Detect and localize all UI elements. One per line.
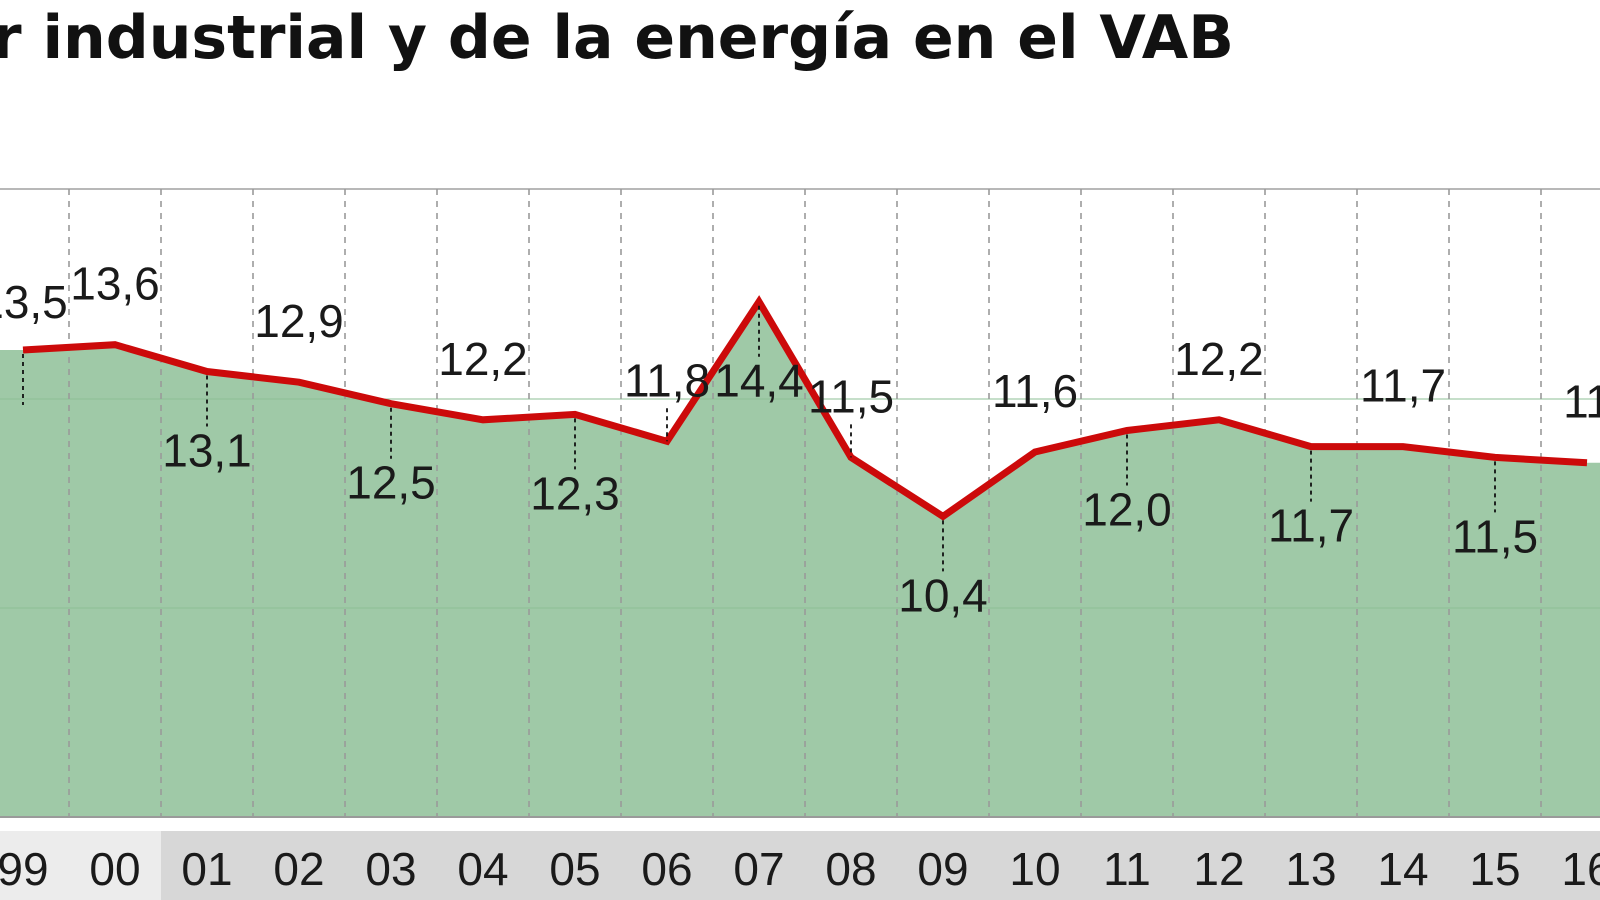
data-label: 11,7 (1268, 500, 1354, 552)
data-label: 12,3 (530, 467, 620, 519)
x-tick-label: 14 (1377, 843, 1428, 895)
data-label: 13,6 (70, 258, 160, 310)
data-label: 10,4 (898, 569, 988, 621)
x-tick-label: 13 (1285, 843, 1336, 895)
data-label: 12,2 (438, 333, 528, 385)
data-label: 13,1 (162, 425, 252, 477)
data-label: 12,5 (346, 457, 436, 509)
x-tick-label: 99 (0, 843, 49, 895)
axis-band-light (0, 831, 161, 900)
x-tick-label: 05 (549, 843, 600, 895)
data-label: 12,2 (1174, 333, 1264, 385)
data-label: 11,8 (624, 354, 710, 406)
data-label: 12,0 (1082, 484, 1172, 536)
x-tick-label: 07 (733, 843, 784, 895)
axis-band (161, 831, 1600, 900)
data-label: 13,5 (0, 276, 68, 328)
x-tick-label: 00 (89, 843, 140, 895)
x-tick-label: 01 (181, 843, 232, 895)
x-tick-label: 15 (1469, 843, 1520, 895)
x-tick-label: 10 (1009, 843, 1060, 895)
area-fill (0, 301, 1600, 817)
x-tick-label: 03 (365, 843, 416, 895)
data-label: 11,5 (808, 370, 894, 422)
x-tick-label: 16 (1561, 843, 1600, 895)
x-tick-label: 06 (641, 843, 692, 895)
x-tick-label: 11 (1103, 843, 1151, 895)
x-tick-label: 12 (1193, 843, 1244, 895)
x-tick-label: 09 (917, 843, 968, 895)
data-label: 11,5 (1452, 510, 1538, 562)
x-tick-label: 02 (273, 843, 324, 895)
data-label: 12,9 (254, 295, 344, 347)
data-label: 11,7 (1360, 360, 1446, 412)
chart-title: r industrial y de la energía en el VAB (0, 3, 1234, 73)
data-label: 11 (1563, 376, 1600, 428)
x-tick-label: 08 (825, 843, 876, 895)
data-label: 14,4 (714, 355, 804, 407)
x-tick-label: 04 (457, 843, 508, 895)
series-line (22, 295, 1588, 521)
data-label: 11,6 (992, 365, 1078, 417)
plot-area: 13,513,613,112,912,512,212,311,814,411,5… (0, 188, 1600, 900)
